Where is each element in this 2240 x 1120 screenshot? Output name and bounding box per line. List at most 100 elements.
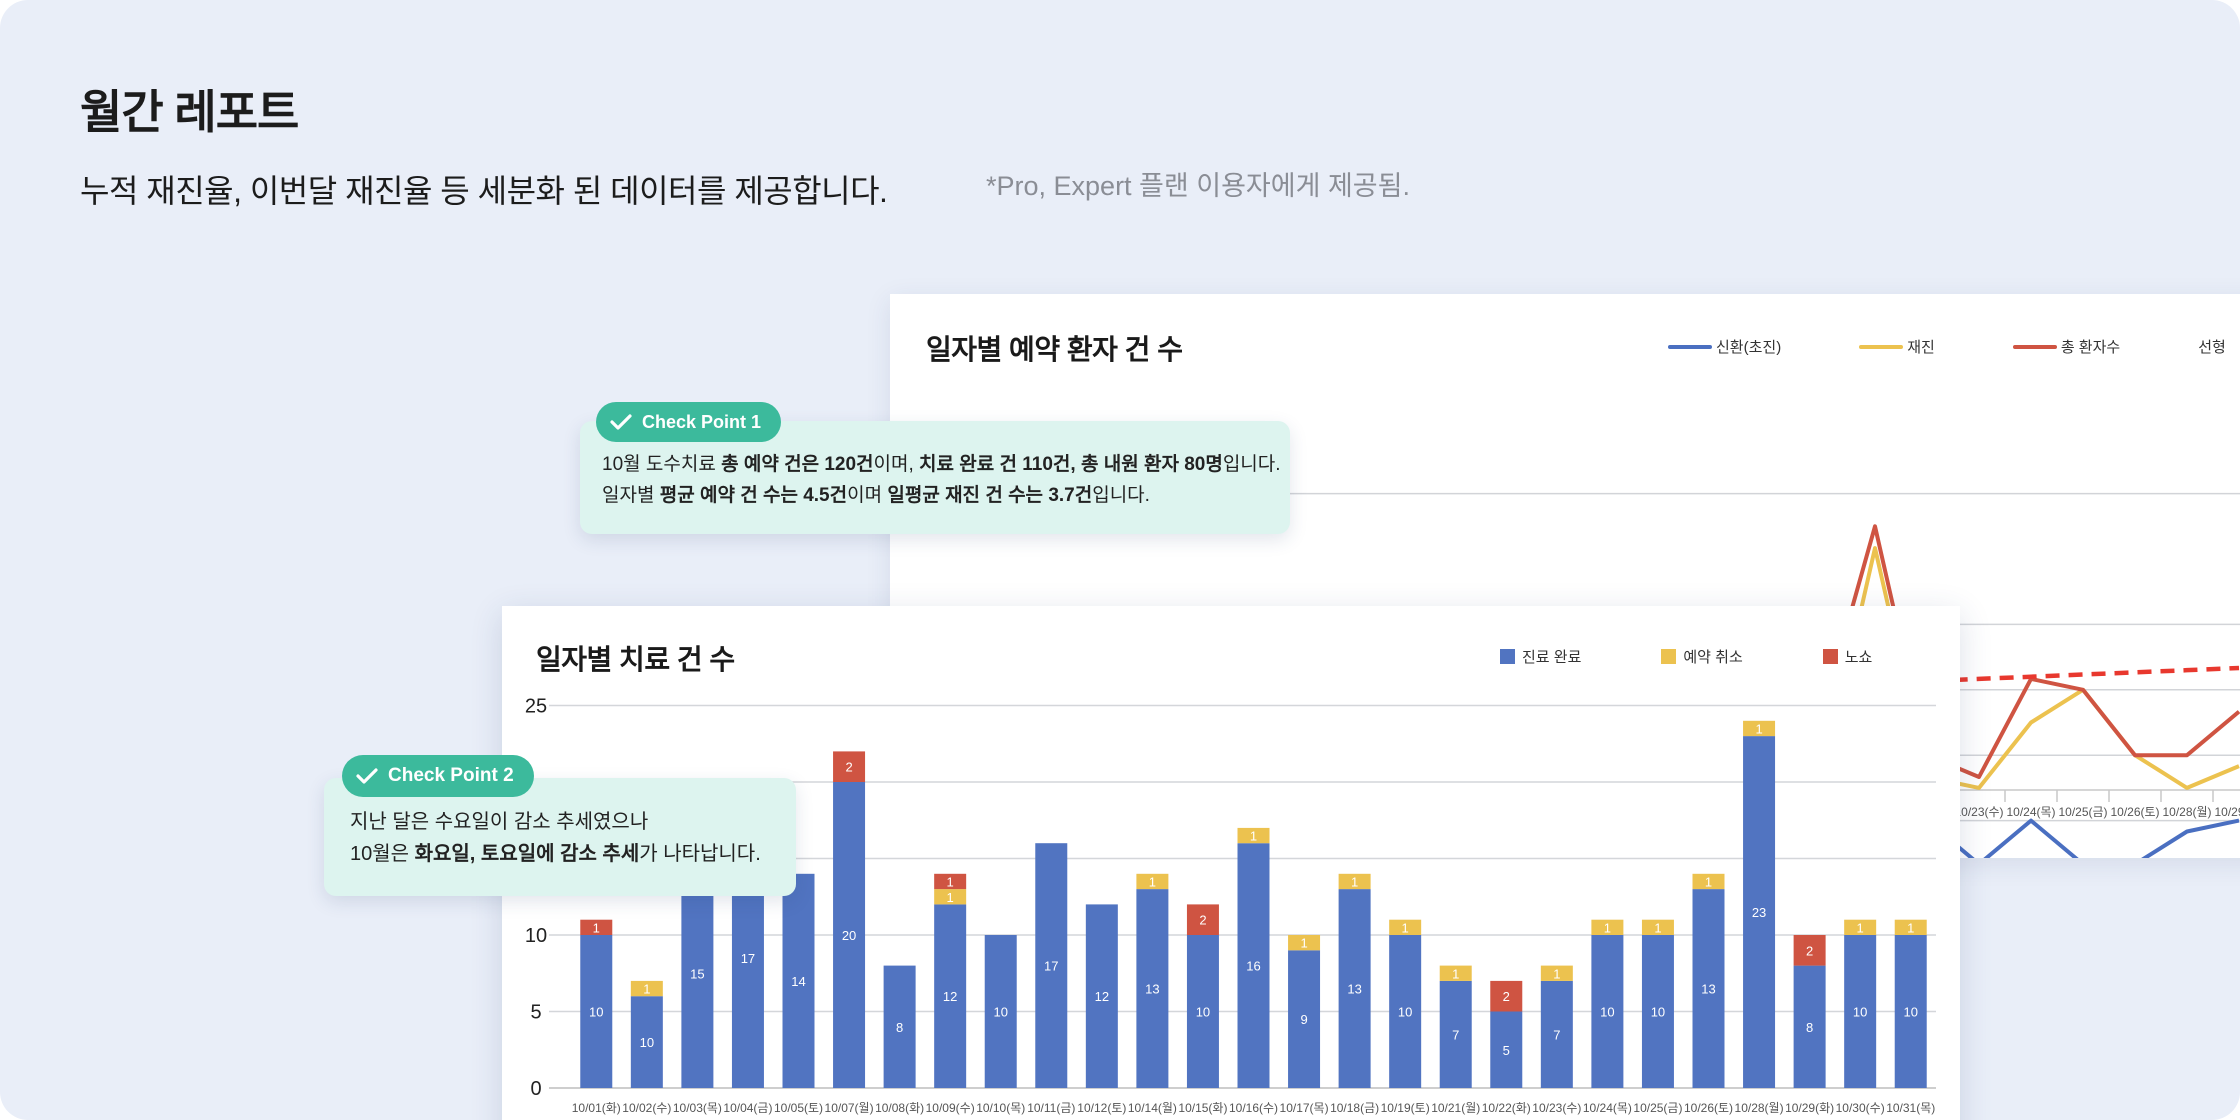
x-tick-label: 10/05(토) [774,1101,823,1115]
bar-data-label: 1 [1300,936,1307,951]
bar-completed [1439,980,1472,1088]
bar-completed [1237,843,1270,1088]
bar-noshow [1186,904,1219,935]
bar-cancelled [1136,873,1169,890]
bar-noshow [1490,980,1523,1012]
bar-completed [1035,843,1068,1088]
treatment-legend: 진료 완료 예약 취소 노쇼 [1500,646,1950,667]
bar-data-label: 1 [1654,920,1661,935]
bar-completed [1085,904,1118,1088]
x-tick-label: 10/17(목) [1280,1101,1329,1115]
x-tick-label: 10/28(월) [2162,805,2211,819]
bar-data-label: 9 [1300,1012,1307,1027]
bar-noshow [833,751,866,782]
bar-completed [681,858,714,1088]
bar-completed [1641,935,1674,1088]
x-tick-label: 10/10(목) [976,1101,1025,1115]
x-tick-label: 10/08(화) [875,1101,924,1115]
check-point-1-line-2: 일자별 평균 예약 건 수는 4.5건이며 일평균 재진 건 수는 3.7건입니… [602,485,1150,506]
x-tick-label: 10/07(월) [825,1101,874,1115]
page-title: 월간 레포트 [80,86,299,138]
bar-completed [883,965,916,1088]
legend-completed: 진료 완료 [1500,646,1581,667]
plan-note: *Pro, Expert 플랜 이용자에게 제공됨. [986,171,1410,201]
x-tick-label: 10/21(월) [1431,1101,1480,1115]
bar-data-label: 2 [1199,913,1206,928]
x-tick-label: 10/31(목) [1886,1101,1935,1115]
bar-data-label: 15 [690,966,704,981]
x-tick-label: 10/26(토) [1684,1101,1733,1115]
bar-cancelled [1540,965,1573,981]
bar-data-label: 1 [1402,920,1409,935]
reservation-chart-title: 일자별 예약 환자 건 수 [926,334,1183,365]
bar-noshow [934,873,967,890]
legend-noshow: 노쇼 [1822,646,1872,667]
x-tick-label: 10/30(수) [1836,1101,1885,1115]
bar-completed [1844,935,1877,1088]
bar-data-label: 17 [741,951,755,966]
bar-data-label: 10 [993,1005,1007,1020]
y-tick-label: 10 [525,925,547,947]
bar-cancelled [1288,935,1321,951]
bar-completed [1591,935,1624,1088]
page-subtitle: 누적 재진율, 이번달 재진율 등 세분화 된 데이터를 제공합니다. [80,173,888,209]
bar-data-label: 2 [1503,989,1510,1004]
bar-data-label: 1 [1705,874,1712,889]
bar-data-label: 12 [1095,989,1109,1004]
bar-data-label: 23 [1752,905,1766,920]
treatment-chart-title: 일자별 치료 건 수 [536,644,735,675]
x-tick-label: 10/02(수) [622,1101,671,1115]
bar-data-label: 20 [842,928,856,943]
bar-data-label: 1 [1351,874,1358,889]
bar-completed [1338,889,1371,1088]
x-tick-label: 10/19(토) [1381,1101,1430,1115]
legend-trend: 선형 [2198,339,2226,356]
x-tick-label: 10/25(금) [1633,1101,1682,1115]
bar-cancelled [630,980,663,997]
check-icon [610,414,632,430]
y-tick-label: 5 [530,1002,541,1024]
bar-completed [984,935,1017,1088]
bar-data-label: 8 [896,1020,903,1035]
bar-completed [1540,980,1573,1088]
x-tick-label: 10/16(수) [1229,1101,1278,1115]
bar-data-label: 1 [1857,920,1864,935]
legend-new-patient: 신환(초진) [1668,336,1781,357]
bar-data-label: 8 [1806,1020,1813,1035]
legend-square-icon [1822,649,1838,664]
bar-cancelled [1844,919,1877,935]
bar-completed [630,996,663,1088]
bar-completed [1490,1011,1523,1088]
x-tick-label: 10/09(수) [926,1101,975,1115]
treatment-bar-chart: 05102510110/01(화)10110/02(수)1510/03(목)17… [525,696,1936,1115]
bar-data-label: 13 [1347,982,1361,997]
bar-data-label: 10 [1196,1005,1210,1020]
bar-data-label: 2 [1806,943,1813,958]
bar-data-label: 1 [1250,829,1257,844]
bar-cancelled [1439,965,1472,981]
series-line-3 [1562,665,2240,699]
x-tick-label: 10/15(화) [1178,1101,1227,1115]
bar-cancelled [1338,873,1371,890]
bar-data-label: 1 [593,920,600,935]
legend-line-icon [1859,344,1904,349]
legend-square-icon [1661,649,1677,664]
bar-completed [1692,889,1725,1088]
bar-completed [782,873,815,1088]
legend-line-icon [2012,344,2057,349]
bar-data-label: 10 [1853,1005,1867,1020]
x-tick-label: 10/29(화) [1785,1101,1834,1115]
y-tick-label: 0 [530,1078,541,1100]
bar-data-label: 7 [1553,1027,1560,1042]
bar-completed [1743,736,1776,1088]
bar-data-label: 7 [1452,1027,1459,1042]
bar-data-label: 10 [589,1005,603,1020]
treatment-chart-card: 일자별 치료 건 수 진료 완료 예약 취소 노쇼 0 5 10 25 10 1 10/01… [502,606,1960,1120]
bar-completed [934,904,967,1088]
bar-data-label: 1 [1452,966,1459,981]
x-tick-label: 10/22(화) [1482,1101,1531,1115]
bar-data-label: 1 [1149,874,1156,889]
bar-completed [1186,935,1219,1088]
check-point-2-line-2: 10월은 화요일, 토요일에 감소 추세가 나타납니다. [350,843,761,865]
bar-data-label: 1 [947,890,954,905]
